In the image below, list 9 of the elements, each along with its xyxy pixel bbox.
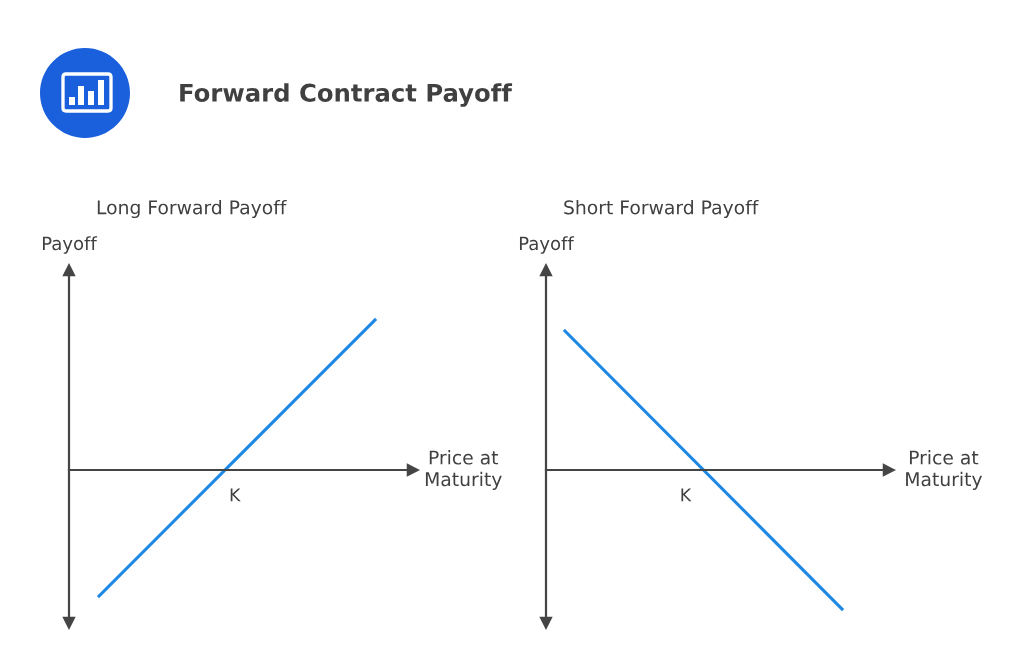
y-axis-title: Payoff [42,236,98,254]
annotation: K [681,488,692,502]
chart-title: Short Forward Payoff [564,199,759,219]
chart-title: Long Forward Payoff [97,199,287,219]
text: Forward Contract Payoff [180,83,513,107]
x-axis-title: Price at Maturity [425,450,502,490]
x-axis-title: Price at Maturity [906,450,982,490]
annotation: K [230,488,241,502]
y-axis-title: Payoff [519,236,575,254]
